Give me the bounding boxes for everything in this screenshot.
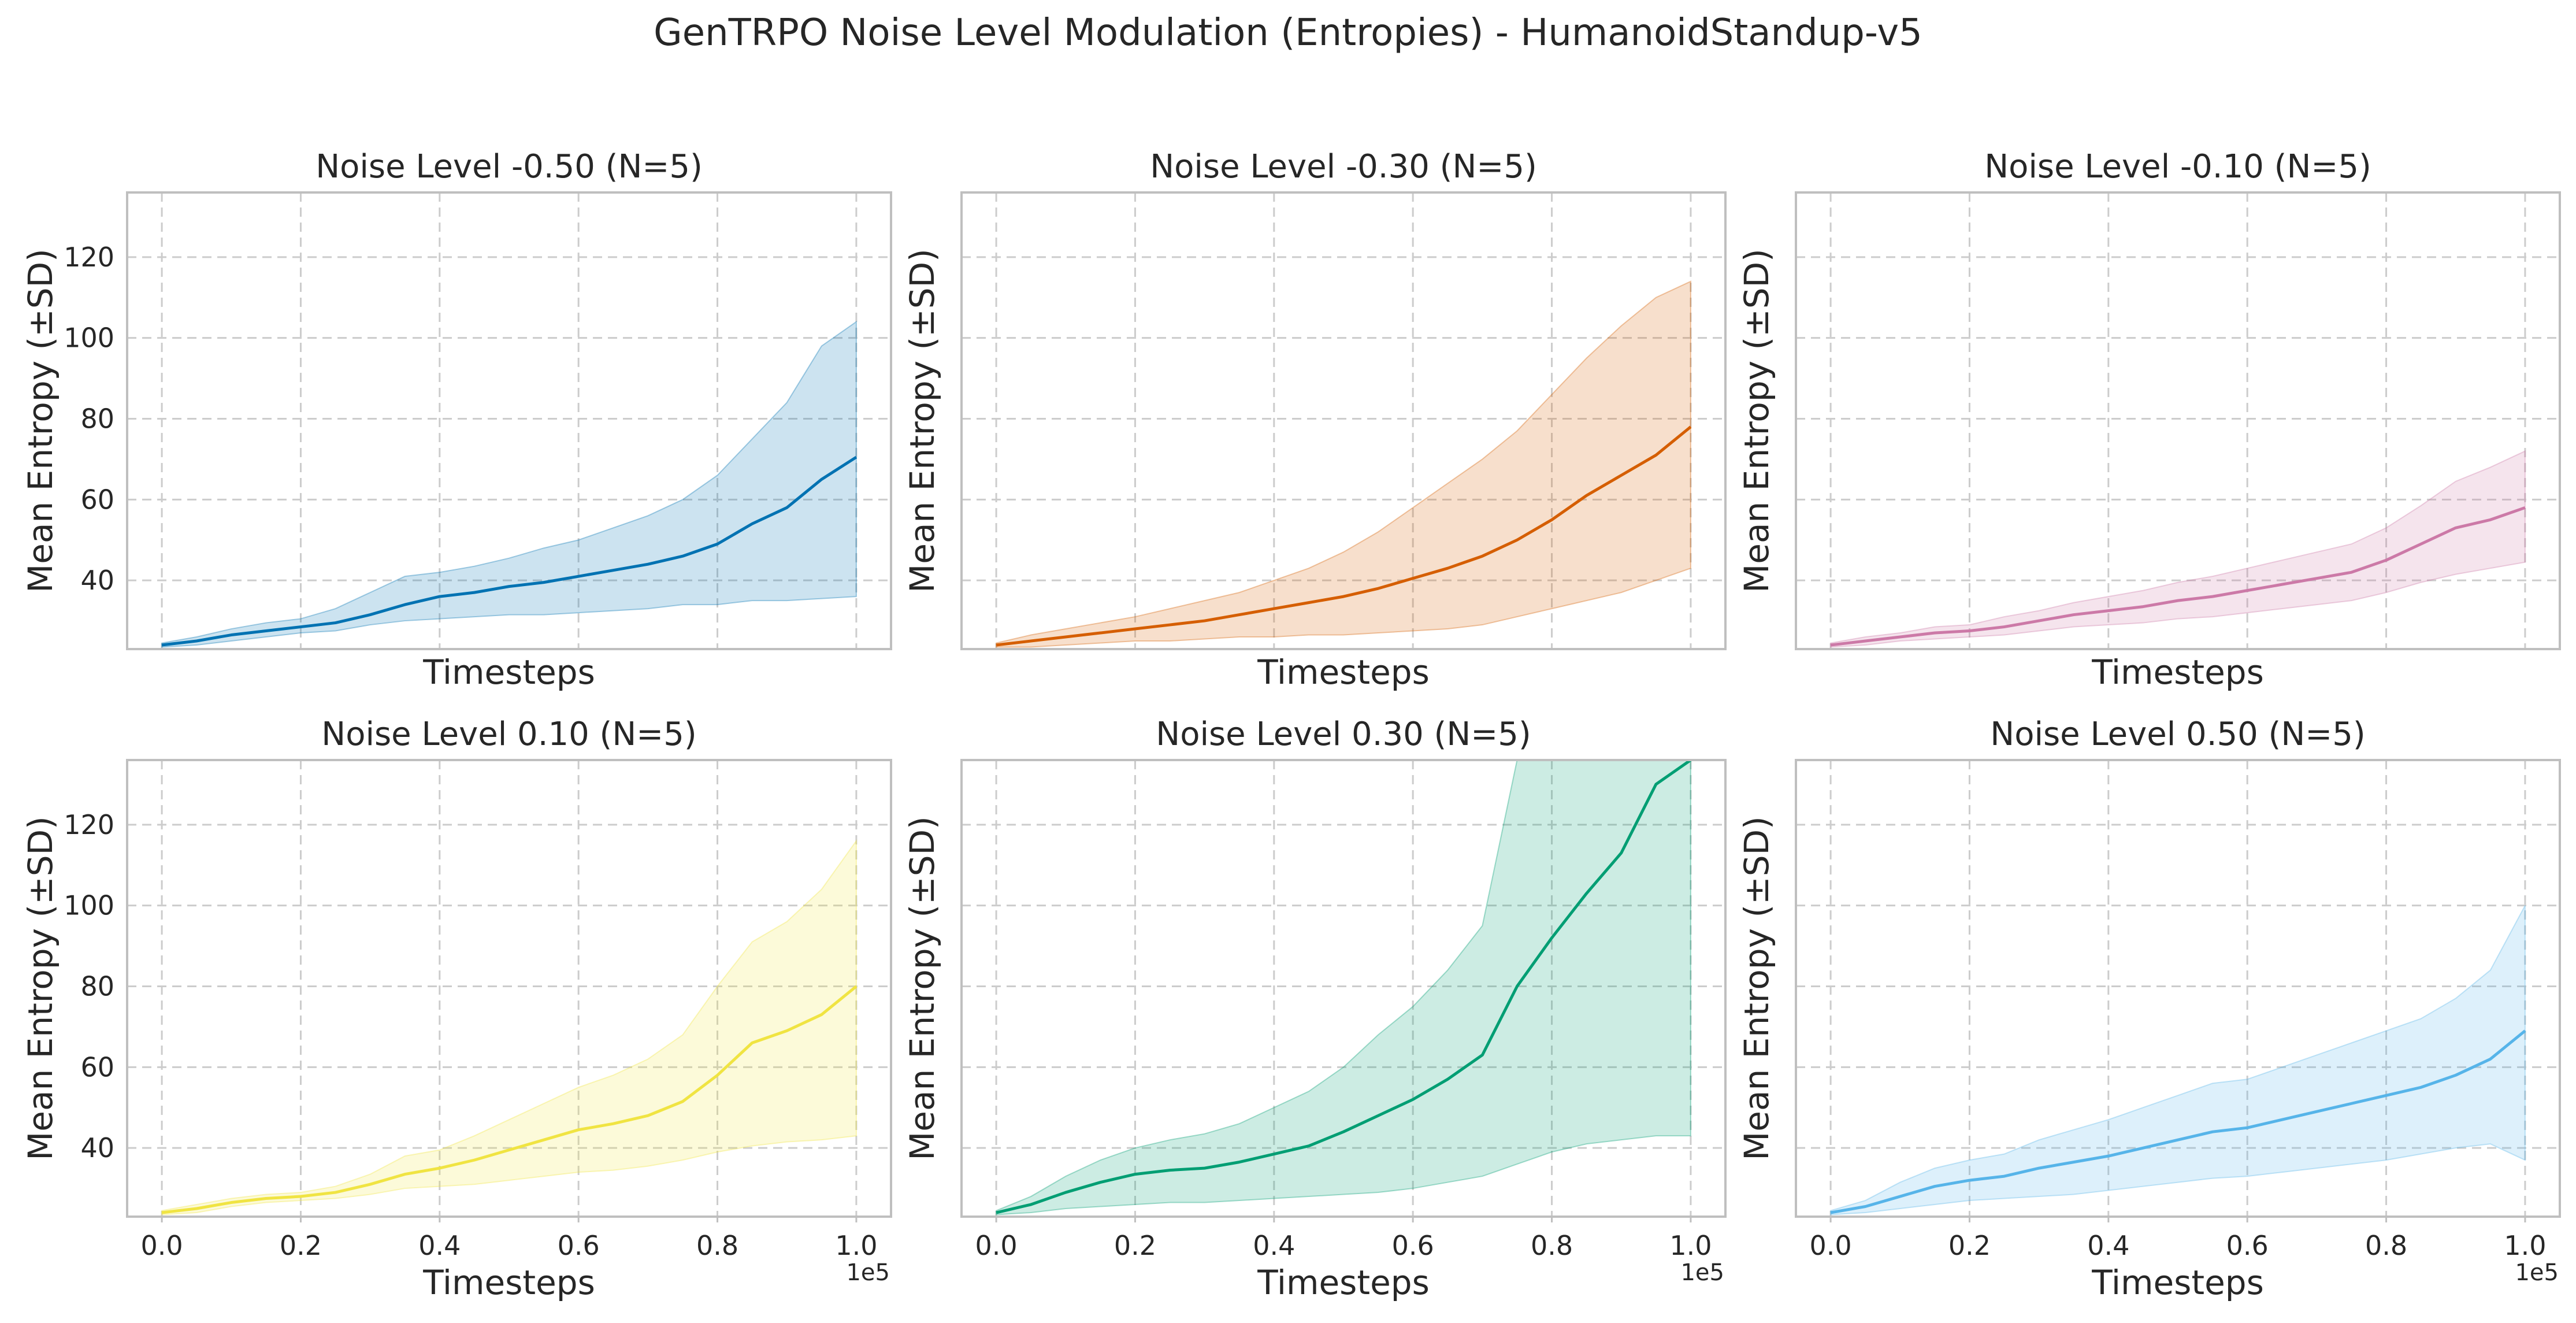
y-tick-label: 40 xyxy=(80,565,114,596)
x-tick-label: 0.8 xyxy=(1531,1230,1573,1261)
x-tick-label: 0.4 xyxy=(418,1230,461,1261)
x-tick-label: 0.0 xyxy=(975,1230,1018,1261)
sd-band xyxy=(996,280,1691,648)
mean-line xyxy=(161,455,858,647)
mean-line xyxy=(1830,506,2526,647)
x-tick-label: 1.0 xyxy=(2504,1230,2546,1261)
panel-2: Noise Level -0.30 (N=5) Mean Entropy (±SD… xyxy=(903,148,1727,692)
plot-area xyxy=(996,760,1692,1215)
y-tick-label: 60 xyxy=(80,1051,114,1083)
plot-area xyxy=(1830,905,2526,1215)
panel-title: Noise Level 0.50 (N=5) xyxy=(1990,716,2365,753)
plot-frame xyxy=(960,759,1727,1218)
y-axis-label: Mean Entropy (±SD) xyxy=(903,249,942,593)
sd-band xyxy=(161,320,857,648)
sd-band xyxy=(1830,450,2526,648)
y-tick-label: 40 xyxy=(80,1132,114,1163)
plot-area xyxy=(996,280,1692,648)
x-offset-label: 1e5 xyxy=(846,1259,890,1286)
x-axis-label: Timesteps xyxy=(2091,1263,2264,1302)
x-tick-label: 0.6 xyxy=(1392,1230,1434,1261)
y-tick-label: 100 xyxy=(64,323,114,354)
x-axis-label: Timesteps xyxy=(2091,653,2264,692)
mean-line xyxy=(996,425,1692,647)
plot-area xyxy=(1830,450,2526,648)
panels: Noise Level -0.50 (N=5)406080100120Mean … xyxy=(21,148,2561,1302)
panel-6: Noise Level 0.50 (N=5) Mean Entropy (±SD)… xyxy=(1737,716,2561,1302)
x-axis-label: Timesteps xyxy=(1257,1263,1430,1302)
x-tick-label: 0.0 xyxy=(1810,1230,1852,1261)
panel-1: Noise Level -0.50 (N=5) 40 60 80 100 120Mean … xyxy=(21,148,892,692)
mean-line xyxy=(1830,1029,2526,1214)
sd-band xyxy=(996,760,1691,1215)
x-offset-label: 1e5 xyxy=(1680,1259,1724,1286)
plot-frame xyxy=(1795,759,2561,1218)
plot-frame xyxy=(960,191,1727,650)
y-axis-label: Mean Entropy (±SD) xyxy=(21,816,60,1161)
x-axis-label: Timesteps xyxy=(1257,653,1430,692)
x-tick-label: 0.4 xyxy=(2087,1230,2129,1261)
plot-frame xyxy=(126,191,892,650)
plot-frame xyxy=(126,759,892,1218)
y-tick-label: 80 xyxy=(80,971,114,1002)
x-axis-label: Timesteps xyxy=(422,1263,595,1302)
panel-3: Noise Level -0.10 (N=5) Mean Entropy (±SD… xyxy=(1737,148,2561,692)
plot-frame xyxy=(1795,191,2561,650)
figure-title: GenTRPO Noise Level Modulation (Entropie… xyxy=(654,12,1922,54)
x-tick-label: 0.8 xyxy=(2365,1230,2407,1261)
y-tick-label: 120 xyxy=(64,809,114,840)
panel-title: Noise Level -0.10 (N=5) xyxy=(1984,148,2371,186)
x-tick-label: 1.0 xyxy=(835,1230,877,1261)
panel-title: Noise Level -0.50 (N=5) xyxy=(315,148,703,186)
panel-title: Noise Level 0.10 (N=5) xyxy=(321,716,696,753)
x-tick-label: 0.2 xyxy=(1114,1230,1156,1261)
y-axis-label: Mean Entropy (±SD) xyxy=(903,816,942,1161)
panel-title: Noise Level -0.30 (N=5) xyxy=(1150,148,1537,186)
x-tick-label: 0.6 xyxy=(558,1230,600,1261)
x-tick-label: 0.2 xyxy=(1948,1230,1991,1261)
x-axis-label: Timesteps xyxy=(422,653,595,692)
mean-line xyxy=(161,985,858,1214)
x-tick-label: 1.0 xyxy=(1669,1230,1712,1261)
sd-band xyxy=(161,839,857,1215)
x-tick-label: 0.6 xyxy=(2226,1230,2269,1261)
y-tick-label: 100 xyxy=(64,890,114,921)
x-tick-label: 0.0 xyxy=(141,1230,183,1261)
x-tick-label: 0.4 xyxy=(1253,1230,1295,1261)
y-axis-label: Mean Entropy (±SD) xyxy=(1737,816,1776,1161)
x-tick-label: 0.8 xyxy=(696,1230,738,1261)
plot-area xyxy=(161,839,858,1215)
mean-line xyxy=(996,760,1692,1214)
x-tick-label: 0.2 xyxy=(280,1230,322,1261)
plot-area xyxy=(161,320,858,648)
y-tick-label: 120 xyxy=(64,242,114,273)
y-tick-label: 80 xyxy=(80,403,114,435)
sd-band xyxy=(1830,905,2526,1215)
y-tick-label: 60 xyxy=(80,484,114,515)
y-axis-label: Mean Entropy (±SD) xyxy=(1737,249,1776,593)
y-axis-label: Mean Entropy (±SD) xyxy=(21,249,60,593)
x-offset-label: 1e5 xyxy=(2515,1259,2559,1286)
panel-title: Noise Level 0.30 (N=5) xyxy=(1156,716,1531,753)
panel-5: Noise Level 0.30 (N=5) Mean Entropy (±SD)… xyxy=(903,716,1727,1302)
